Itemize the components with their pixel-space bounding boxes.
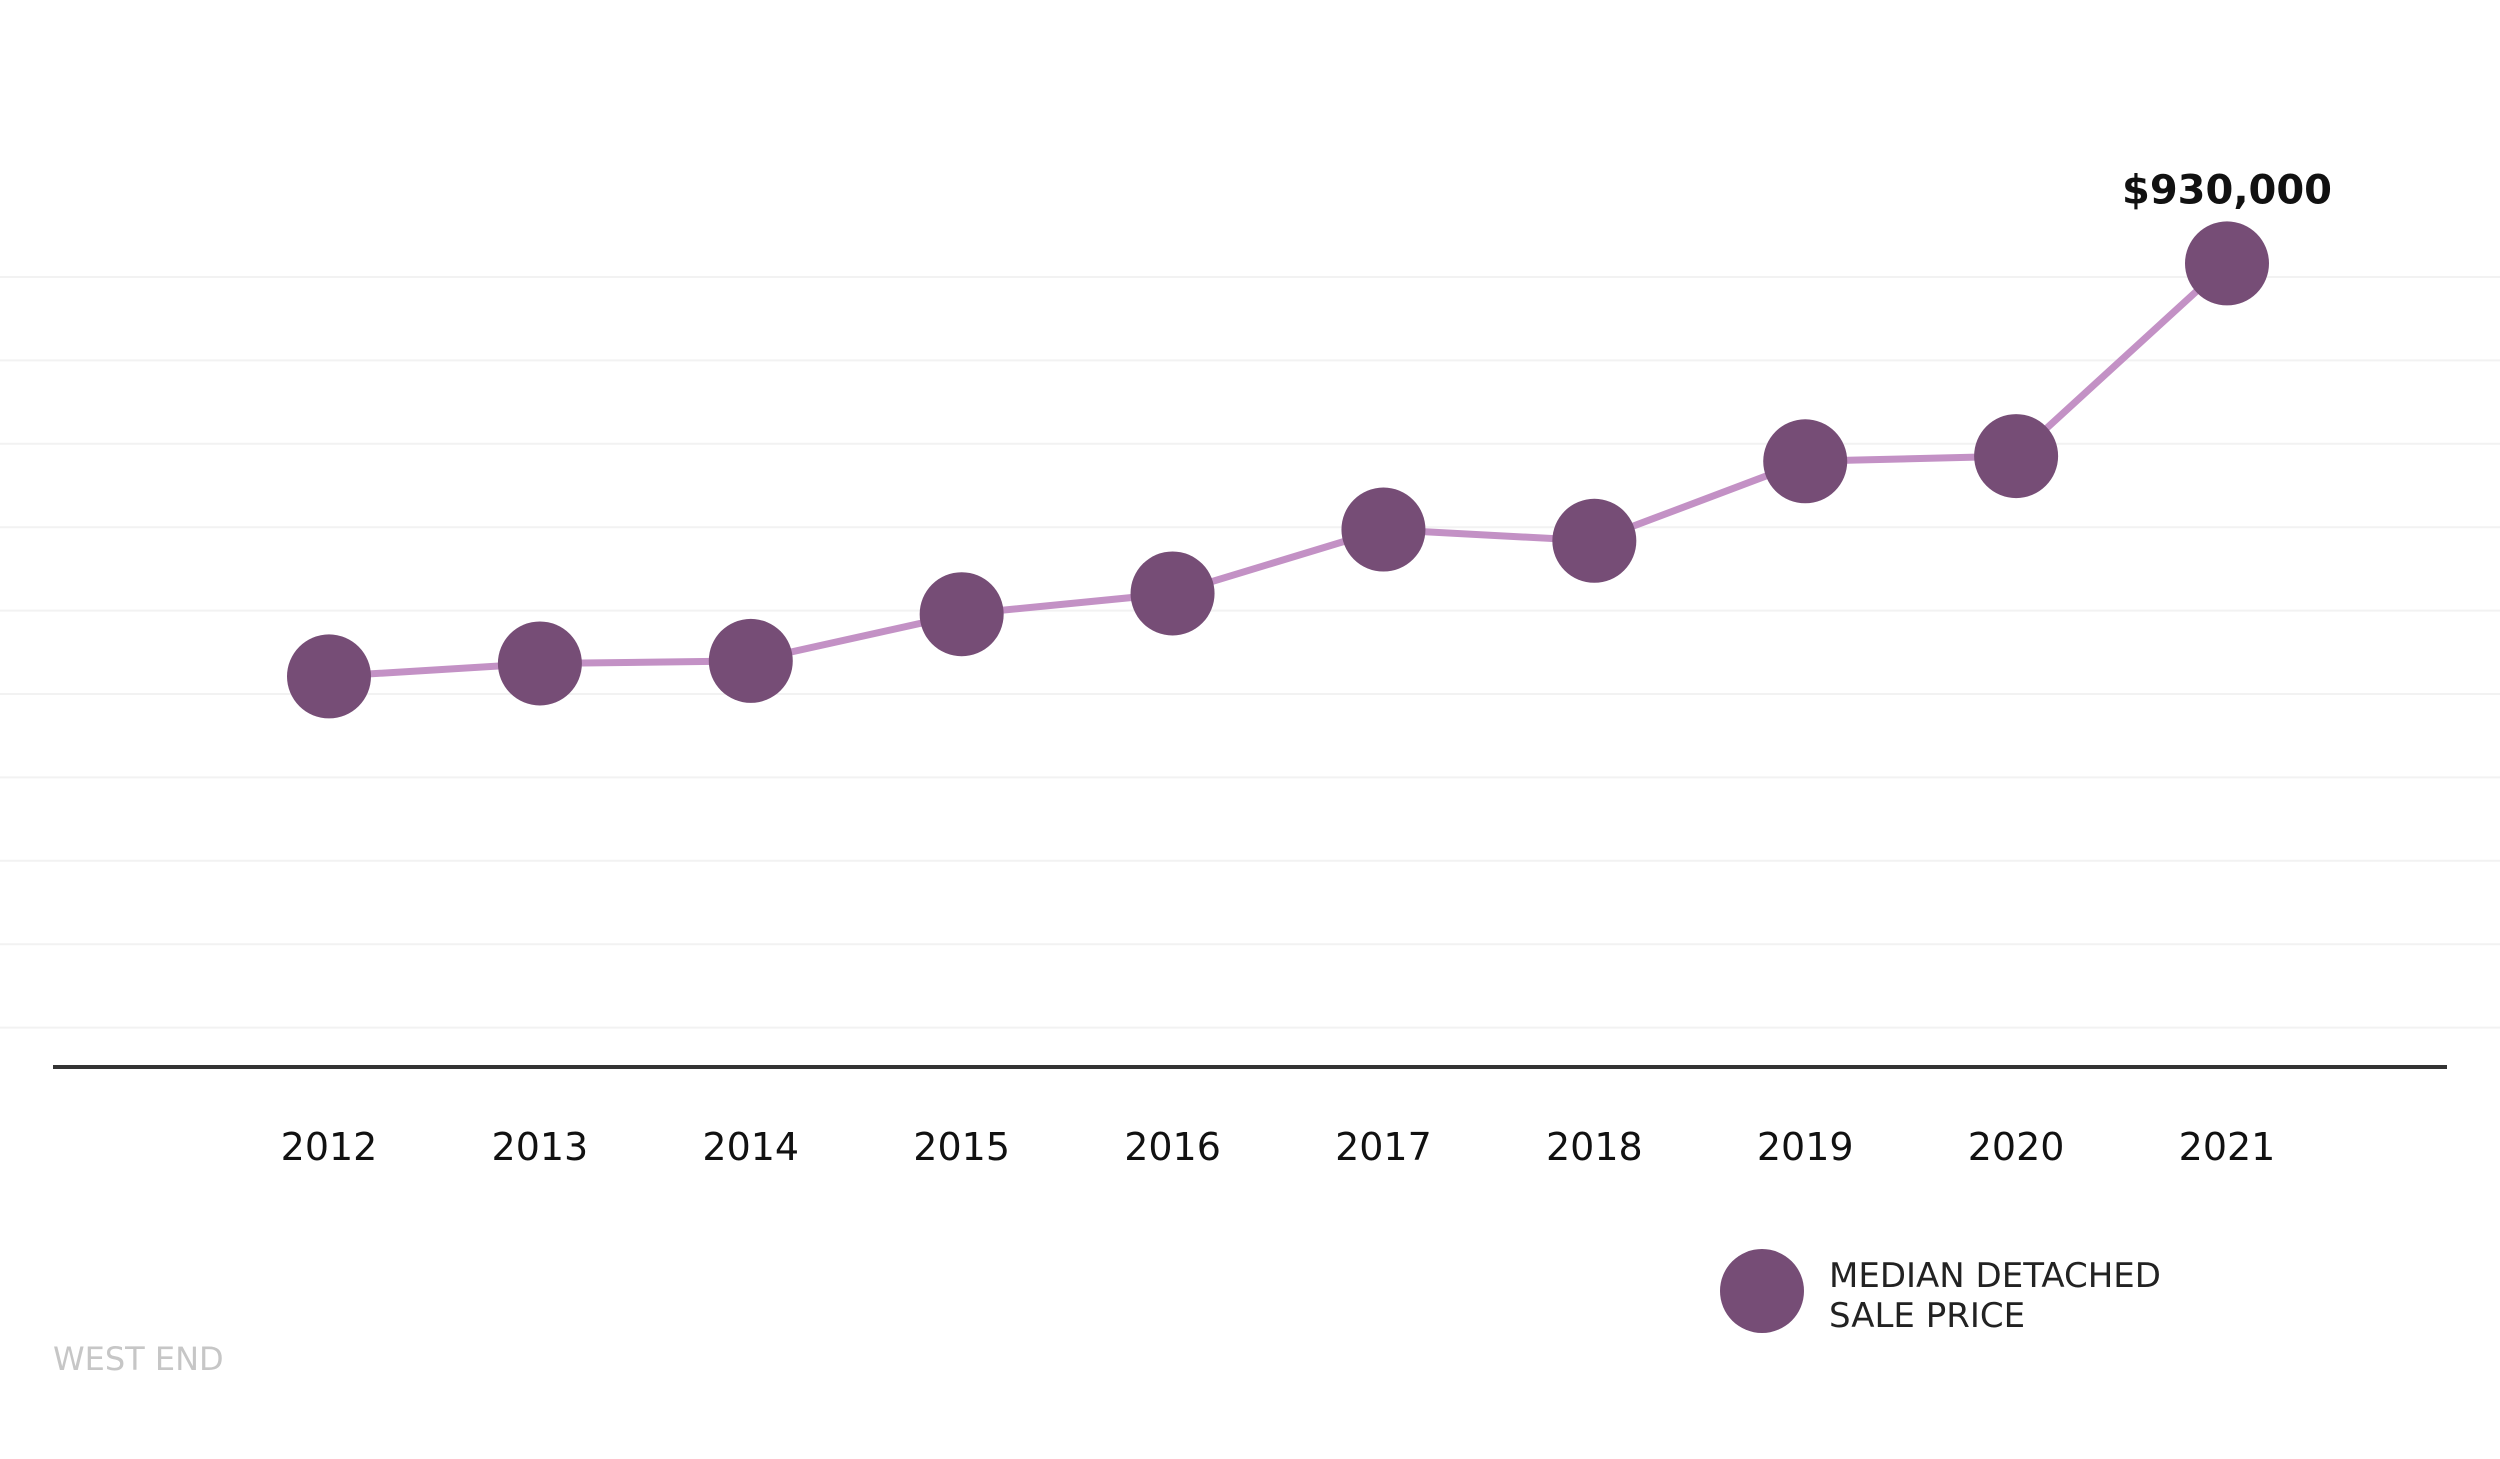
gridlines <box>0 276 2500 1029</box>
data-point-2020 <box>1974 414 2059 499</box>
x-tick-label-2021: 2021 <box>2179 1125 2276 1169</box>
legend-label-line-1: MEDIAN DETACHED <box>1829 1256 2161 1296</box>
legend-label-line-2: SALE PRICE <box>1829 1296 2025 1336</box>
data-point-2016 <box>1130 551 1215 636</box>
data-point-2018 <box>1552 498 1637 583</box>
x-tick-label-2012: 2012 <box>281 1125 378 1169</box>
data-label-2021: $930,000 <box>2122 167 2332 213</box>
x-tick-label-2014: 2014 <box>702 1125 799 1169</box>
x-tick-label-2017: 2017 <box>1335 1125 1432 1169</box>
x-tick-label-2016: 2016 <box>1124 1125 1221 1169</box>
data-point-2017 <box>1341 487 1426 572</box>
data-point-2013 <box>497 621 582 706</box>
x-tick-label-2020: 2020 <box>1968 1125 2065 1169</box>
data-point-2015 <box>919 572 1004 657</box>
legend: MEDIAN DETACHED SALE PRICE <box>1720 1249 2161 1336</box>
data-point-2019 <box>1763 419 1848 504</box>
legend-marker <box>1720 1249 1804 1333</box>
x-tick-label-2015: 2015 <box>913 1125 1010 1169</box>
x-tick-labels: 2012 2013 2014 2015 2016 2017 2018 2019 2020 2021 <box>281 1125 2276 1169</box>
data-labels: $930,000 <box>2122 167 2332 213</box>
region-label: WEST END <box>53 1340 224 1378</box>
data-point-2012 <box>287 634 371 719</box>
data-points <box>287 221 2269 719</box>
x-tick-label-2018: 2018 <box>1546 1125 1643 1169</box>
data-point-2021 <box>2185 221 2269 306</box>
x-tick-label-2019: 2019 <box>1757 1125 1854 1169</box>
series-line-median-detached-sale-price <box>325 259 2231 680</box>
data-point-2014 <box>708 618 793 703</box>
x-tick-label-2013: 2013 <box>492 1125 589 1169</box>
